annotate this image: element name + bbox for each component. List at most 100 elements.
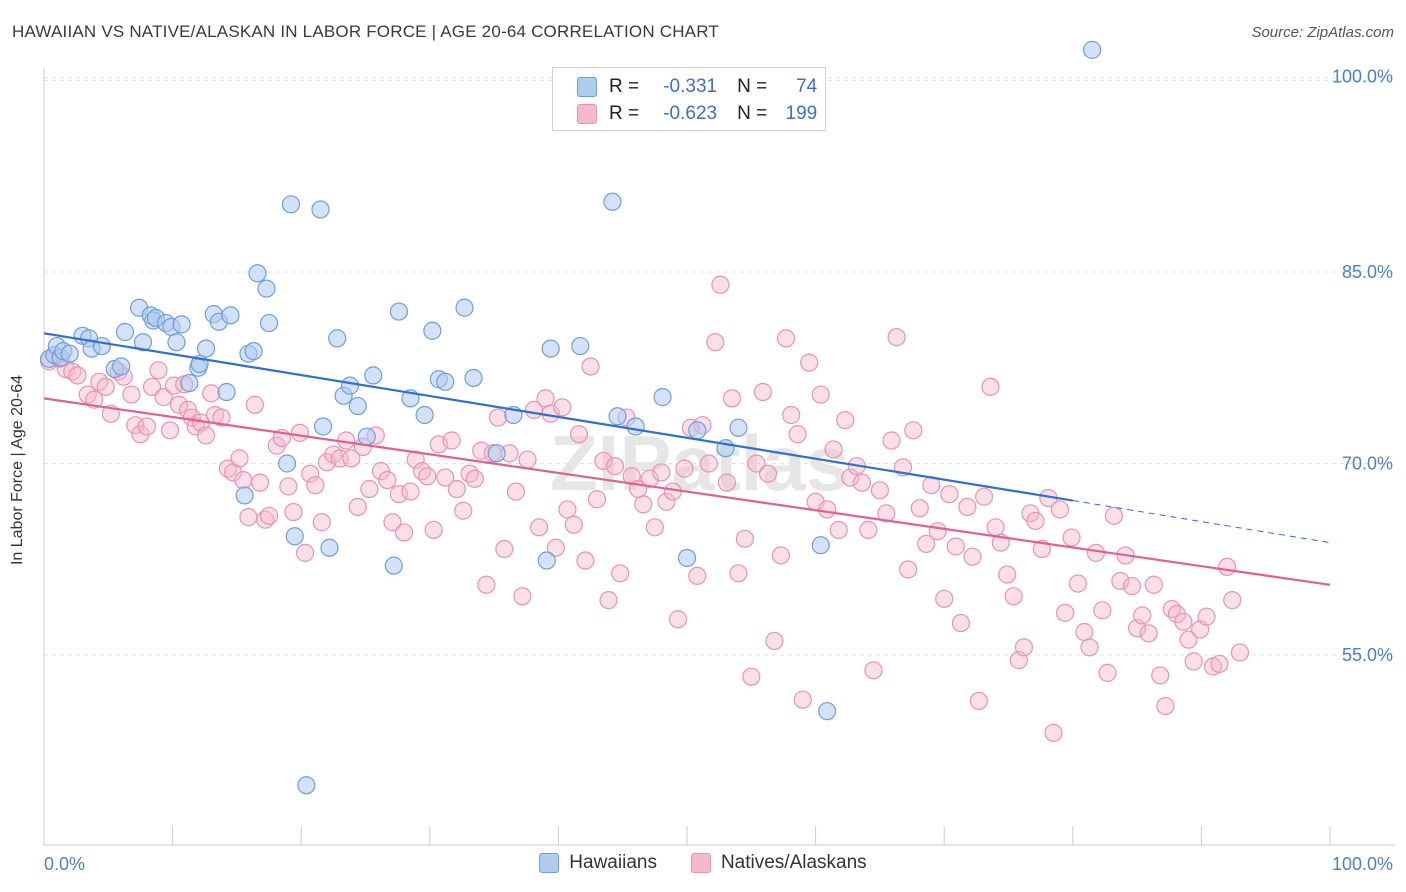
- point-natives-160: [969, 691, 989, 711]
- point-natives-193: [1162, 599, 1181, 619]
- point-hawaiians-70: [729, 418, 748, 437]
- series-legend: Hawaiians Natives/Alaskans: [0, 852, 1406, 874]
- point-natives-145: [882, 431, 901, 450]
- point-natives-62: [394, 523, 414, 542]
- point-natives-150: [910, 499, 929, 518]
- point-natives-142: [864, 661, 883, 680]
- point-natives-112: [688, 566, 707, 585]
- point-hawaiians-9: [92, 336, 111, 356]
- point-natives-170: [1026, 511, 1045, 531]
- trend-lines: [43, 332, 1331, 586]
- point-natives-4: [68, 366, 87, 385]
- chart-source: Source: ZipAtlas.com: [1251, 24, 1394, 41]
- axes: [43, 68, 1395, 846]
- point-natives-151: [917, 534, 936, 554]
- point-natives-136: [829, 520, 848, 539]
- point-natives-66: [418, 467, 437, 486]
- point-natives-158: [958, 497, 977, 517]
- y-tick-label-2: 70.0%: [1342, 454, 1393, 474]
- point-natives-19: [160, 421, 180, 440]
- point-natives-117: [717, 473, 736, 492]
- n-label: N =: [737, 76, 768, 97]
- point-natives-93: [576, 551, 595, 570]
- point-natives-56: [360, 479, 379, 499]
- point-natives-78: [488, 408, 508, 427]
- point-natives-127: [776, 329, 796, 348]
- point-natives-124: [758, 464, 778, 483]
- point-natives-178: [1075, 622, 1094, 642]
- legend-item-hawaiians[interactable]: Hawaiians: [539, 852, 657, 874]
- point-natives-99: [611, 564, 630, 583]
- point-natives-138: [841, 468, 860, 487]
- point-natives-188: [1133, 606, 1152, 625]
- point-natives-60: [383, 513, 402, 532]
- point-natives-59: [378, 470, 397, 490]
- point-hawaiians-42: [320, 538, 339, 557]
- point-natives-95: [587, 490, 607, 509]
- point-hawaiians-65: [626, 417, 645, 436]
- point-natives-135: [824, 440, 843, 459]
- natives-swatch: [690, 853, 711, 873]
- point-natives-35: [239, 508, 258, 527]
- point-natives-13: [126, 416, 145, 435]
- point-natives-67: [424, 520, 443, 539]
- point-hawaiians-56: [455, 298, 474, 317]
- point-natives-69: [436, 468, 455, 487]
- point-natives-186: [1122, 576, 1142, 596]
- point-hawaiians-57: [464, 368, 483, 388]
- point-natives-86: [536, 389, 555, 408]
- point-hawaiians-67: [677, 548, 697, 568]
- point-natives-42: [279, 477, 298, 496]
- series-natives-alaskans: [40, 275, 1250, 742]
- n-value: 74: [796, 76, 818, 97]
- point-natives-201: [1210, 654, 1229, 674]
- point-hawaiians-48: [364, 366, 383, 385]
- point-natives-119: [729, 564, 748, 583]
- point-hawaiians-60: [537, 551, 556, 570]
- point-hawaiians-29: [221, 306, 240, 325]
- legend-item-natives[interactable]: Natives/Alaskans: [690, 852, 867, 874]
- point-natives-173: [1044, 723, 1063, 742]
- point-natives-6: [85, 390, 104, 409]
- x-tick-label-0: 0.0%: [44, 854, 85, 874]
- point-hawaiians-58: [487, 444, 506, 463]
- point-natives-45: [295, 543, 315, 562]
- point-hawaiians-28: [217, 382, 236, 402]
- point-hawaiians-46: [348, 396, 367, 416]
- point-natives-141: [859, 520, 878, 539]
- point-hawaiians-43: [328, 329, 347, 348]
- point-natives-121: [742, 667, 761, 686]
- point-natives-34: [234, 470, 253, 490]
- point-natives-92: [569, 425, 589, 444]
- point-hawaiians-64: [608, 407, 627, 426]
- point-natives-94: [581, 357, 600, 376]
- hawaiians-swatch: [539, 853, 560, 873]
- legend-label-natives: Natives/Alaskans: [720, 852, 867, 873]
- point-hawaiians-41: [313, 417, 333, 436]
- point-hawaiians-36: [277, 454, 297, 473]
- x-tick-label-1: 100.0%: [1332, 854, 1393, 874]
- stats-row-hawaiians: R = -0.331 N = 74: [577, 75, 817, 99]
- point-natives-189: [1139, 624, 1158, 643]
- point-natives-161: [974, 487, 994, 506]
- point-natives-149: [904, 421, 923, 440]
- point-natives-166: [1004, 587, 1023, 606]
- point-natives-70: [442, 431, 461, 450]
- point-hawaiians-11: [112, 357, 131, 376]
- point-hawaiians-38: [285, 527, 304, 546]
- point-hawaiians-73: [1082, 40, 1102, 59]
- point-natives-33: [230, 449, 249, 468]
- point-hawaiians-47: [357, 427, 376, 446]
- point-natives-140: [852, 473, 871, 492]
- point-hawaiians-21: [172, 315, 191, 334]
- point-natives-48: [312, 513, 331, 532]
- point-natives-73: [460, 464, 479, 483]
- point-natives-63: [401, 482, 420, 501]
- point-natives-144: [877, 504, 896, 523]
- point-hawaiians-25: [196, 339, 216, 358]
- point-natives-171: [1032, 539, 1052, 559]
- point-natives-163: [986, 518, 1005, 537]
- point-natives-130: [793, 690, 812, 709]
- point-natives-71: [447, 479, 466, 499]
- point-hawaiians-55: [436, 372, 455, 391]
